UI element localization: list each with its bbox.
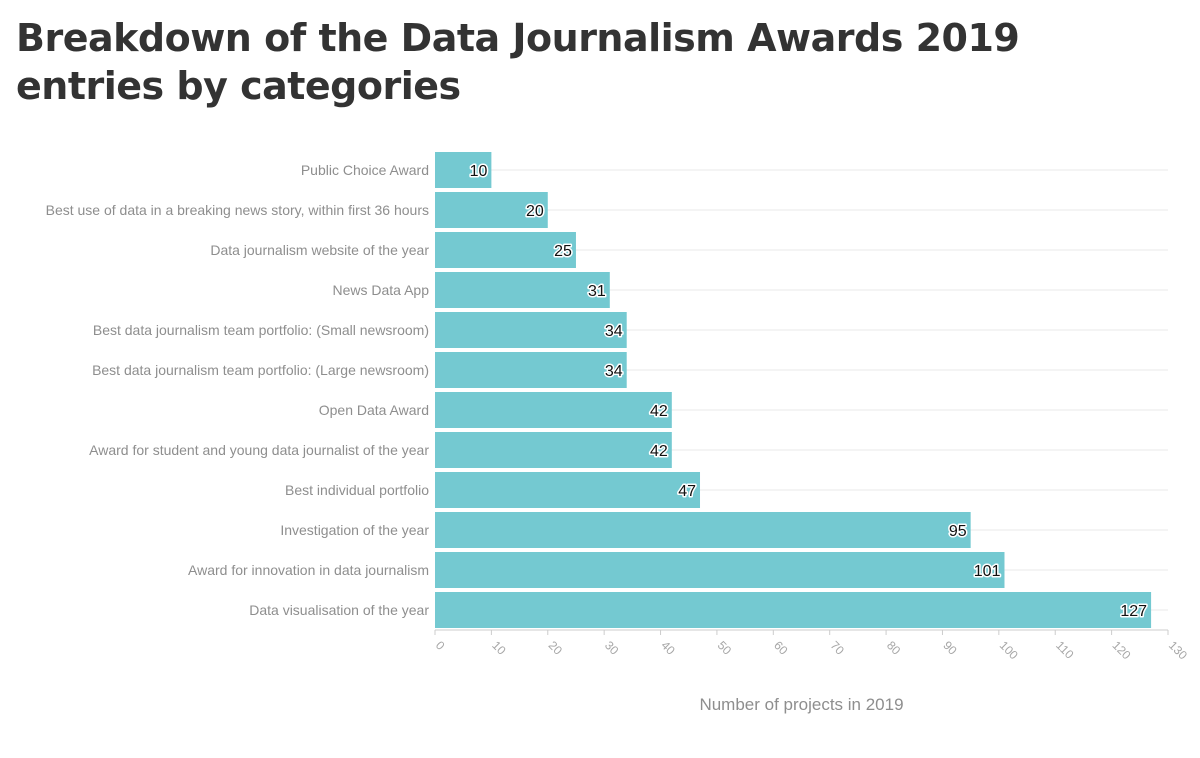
category-label: Open Data Award — [319, 402, 429, 418]
x-tick-label: 30 — [602, 638, 622, 658]
chart-title: Breakdown of the Data Journalism Awards … — [16, 16, 1020, 108]
bar — [435, 592, 1152, 628]
category-label: Best use of data in a breaking news stor… — [46, 202, 429, 218]
category-label: Public Choice Award — [301, 162, 429, 178]
x-tick-label: 70 — [828, 638, 848, 658]
category-labels: Public Choice Award Best use of data in a… — [46, 162, 430, 618]
x-axis: 0 10 20 30 40 50 60 70 80 90 100 110 120 130 — [433, 629, 1190, 663]
bar — [435, 432, 672, 468]
category-label: News Data App — [333, 282, 430, 298]
bar — [435, 152, 492, 188]
bar — [435, 352, 627, 388]
x-tick-label: 100 — [997, 638, 1021, 662]
x-tick-label: 0 — [433, 638, 448, 653]
category-label: Award for innovation in data journalism — [188, 562, 429, 578]
bar — [435, 232, 576, 268]
category-label: Investigation of the year — [280, 522, 429, 538]
bar — [435, 472, 701, 508]
category-label: Best data journalism team portfolio: (Sm… — [93, 322, 429, 338]
category-label: Award for student and young data journal… — [89, 442, 429, 458]
value-label: 34 — [605, 323, 623, 340]
x-tick-label: 50 — [715, 638, 735, 658]
x-tick-label: 10 — [489, 638, 509, 658]
bar — [435, 512, 971, 548]
value-label: 101 — [974, 563, 1001, 580]
x-tick-label: 120 — [1109, 638, 1133, 662]
x-tick-label: 110 — [1053, 638, 1077, 662]
value-label: 95 — [949, 523, 967, 540]
value-label: 42 — [650, 443, 668, 460]
x-tick-label: 90 — [940, 638, 960, 658]
category-label: Data visualisation of the year — [249, 602, 429, 618]
value-labels: 10 20 25 31 34 34 42 42 47 95 101 127 — [468, 162, 1149, 622]
bar — [435, 392, 672, 428]
value-label: 42 — [650, 403, 668, 420]
x-tick-label: 20 — [546, 638, 566, 658]
value-label: 31 — [588, 283, 606, 300]
x-tick-label: 60 — [771, 638, 791, 658]
value-label: 20 — [526, 203, 544, 220]
value-label: 47 — [678, 483, 696, 500]
bars — [435, 152, 1152, 628]
value-label: 34 — [605, 363, 623, 380]
x-tick-label: 40 — [658, 638, 678, 658]
bar — [435, 552, 1005, 588]
category-label: Best data journalism team portfolio: (La… — [92, 362, 429, 378]
bar — [435, 312, 627, 348]
value-label: 127 — [1120, 603, 1147, 620]
x-tick-label: 130 — [1166, 638, 1190, 662]
category-label: Data journalism website of the year — [210, 242, 429, 258]
x-tick-label: 80 — [884, 638, 904, 658]
value-label: 10 — [470, 163, 488, 180]
bar — [435, 192, 548, 228]
category-label: Best individual portfolio — [285, 482, 429, 498]
bar — [435, 272, 610, 308]
value-label: 25 — [554, 243, 572, 260]
x-axis-title: Number of projects in 2019 — [699, 695, 903, 714]
